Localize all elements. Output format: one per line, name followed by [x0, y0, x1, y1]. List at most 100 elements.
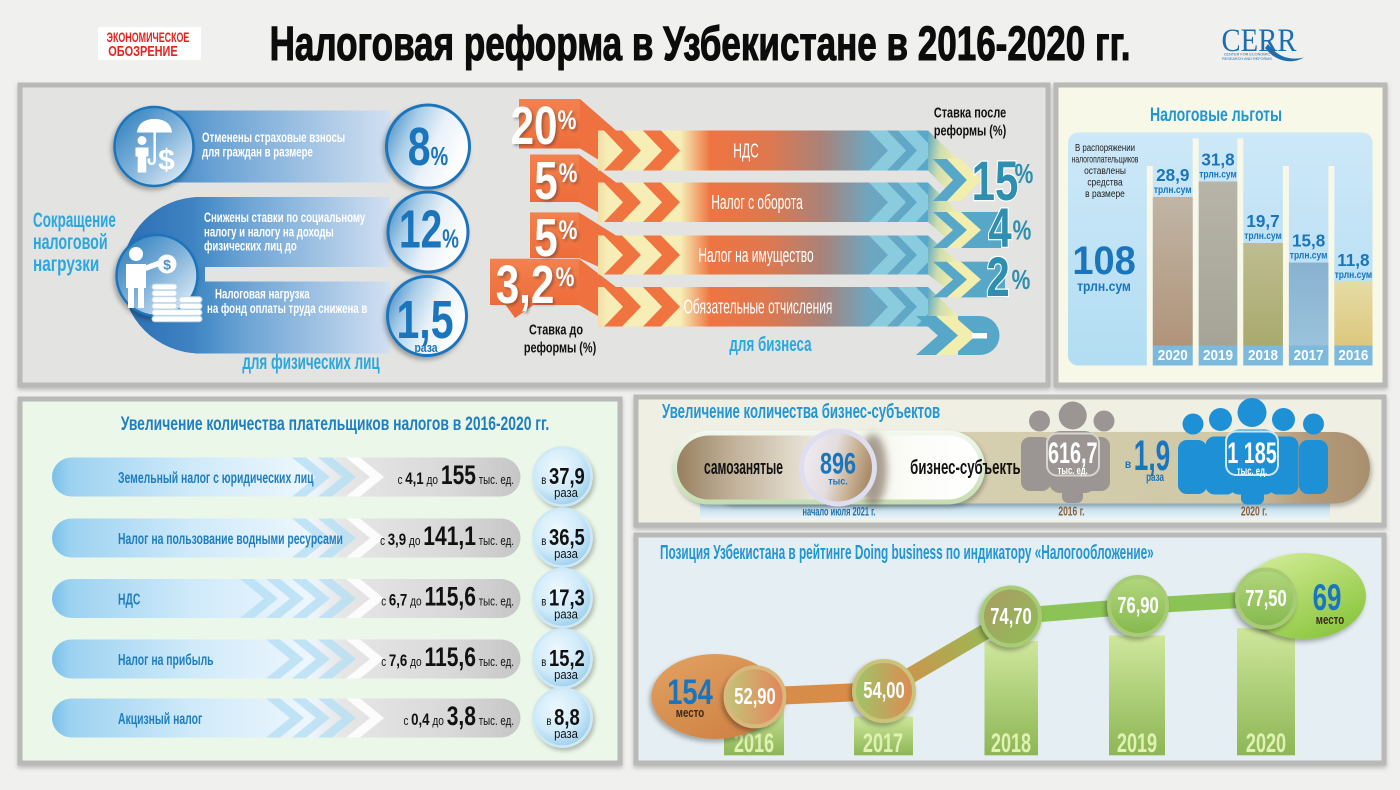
svg-text:ОБОЗРЕНИЕ: ОБОЗРЕНИЕ — [108, 42, 178, 59]
svg-text:с 4,1 до 155 тыс. ед.: с 4,1 до 155 тыс. ед. — [398, 461, 514, 491]
svg-text:2017: 2017 — [1294, 347, 1324, 364]
svg-text:В распоряжении: В распоряжении — [1075, 142, 1135, 153]
svg-text:Налоговая реформа в Узбекистан: Налоговая реформа в Узбекистане в 2016-2… — [270, 17, 1131, 71]
svg-text:в 17,3: в 17,3 — [541, 586, 585, 611]
svg-text:раза: раза — [554, 667, 578, 682]
svg-text:Акцизный налог: Акцизный налог — [118, 710, 203, 728]
svg-text:начало июля 2021 г.: начало июля 2021 г. — [803, 506, 876, 519]
svg-text:Ставка после: Ставка после — [934, 104, 1006, 121]
svg-text:%: % — [559, 159, 578, 189]
svg-text:с 7,6 до 115,6 тыс. ед.: с 7,6 до 115,6 тыс. ед. — [381, 643, 514, 673]
svg-text:2020: 2020 — [1246, 727, 1286, 758]
svg-text:Увеличение количества бизнес-с: Увеличение количества бизнес-субъектов — [662, 400, 940, 422]
svg-text:3,2: 3,2 — [496, 255, 555, 315]
svg-text:для граждан в размере: для граждан в размере — [202, 144, 313, 160]
svg-text:15: 15 — [972, 150, 1019, 212]
svg-text:в размере: в размере — [1085, 188, 1125, 200]
svg-text:налогу и налогу на доходы: налогу и налогу на доходы — [204, 223, 334, 239]
svg-text:трлн.сум: трлн.сум — [1077, 278, 1131, 294]
svg-text:место: место — [1316, 614, 1345, 628]
svg-text:2: 2 — [986, 246, 1009, 308]
svg-text:Сокращение: Сокращение — [33, 208, 116, 232]
svg-text:реформы (%): реформы (%) — [934, 122, 1006, 139]
svg-text:раза: раза — [554, 607, 578, 622]
svg-text:раза: раза — [554, 485, 578, 500]
svg-text:с 6,7 до 115,6 тыс. ед.: с 6,7 до 115,6 тыс. ед. — [381, 582, 514, 612]
svg-text:2018: 2018 — [1248, 347, 1278, 364]
svg-text:Налог на имущество: Налог на имущество — [698, 245, 813, 267]
svg-text:бизнес-субъекты: бизнес-субъекты — [910, 456, 1024, 478]
svg-text:тыс.: тыс. — [828, 476, 848, 488]
svg-text:5: 5 — [534, 151, 557, 211]
svg-text:52,90: 52,90 — [734, 684, 775, 709]
svg-text:54,00: 54,00 — [863, 678, 904, 703]
svg-text:средства: средства — [1087, 177, 1123, 189]
svg-text:%: % — [556, 263, 575, 293]
svg-text:Позиция Узбекистана в рейтинге: Позиция Узбекистана в рейтинге Doing bus… — [660, 542, 1154, 564]
svg-text:154: 154 — [667, 673, 713, 712]
svg-text:в 36,5: в 36,5 — [541, 525, 585, 550]
svg-text:1,9: 1,9 — [1134, 431, 1170, 479]
svg-text:НДС: НДС — [733, 141, 759, 163]
svg-text:Земельный налог с юридических: Земельный налог с юридических лиц — [118, 469, 314, 487]
svg-text:CERR: CERR — [1222, 21, 1297, 58]
svg-text:в: в — [1125, 458, 1131, 471]
svg-text:раза: раза — [1146, 472, 1164, 485]
svg-text:%: % — [1015, 159, 1034, 190]
svg-text:Увеличение количества плательщ: Увеличение количества плательщиков налог… — [121, 413, 550, 435]
svg-text:в 15,2: в 15,2 — [541, 646, 585, 671]
svg-text:тыс. ед.: тыс. ед. — [1058, 465, 1088, 478]
svg-text:77,50: 77,50 — [1245, 586, 1286, 611]
svg-text:2020 г.: 2020 г. — [1241, 505, 1267, 519]
svg-text:налоговой: налоговой — [33, 230, 108, 253]
svg-text:трлн.сум: трлн.сум — [1154, 184, 1192, 195]
svg-text:трлн.сум: трлн.сум — [1199, 169, 1237, 180]
svg-text:CENTER FOR ECONOMIC: CENTER FOR ECONOMIC — [1224, 53, 1271, 57]
svg-text:Отменены страховые взносы: Отменены страховые взносы — [202, 129, 345, 145]
svg-text:76,90: 76,90 — [1117, 593, 1158, 618]
svg-text:раза: раза — [554, 546, 578, 561]
svg-text:%: % — [558, 106, 577, 136]
svg-text:RESEARCH AND REFORMS: RESEARCH AND REFORMS — [1222, 57, 1272, 61]
svg-text:ЭКОНОМИЧЕСКОЕ: ЭКОНОМИЧЕСКОЕ — [107, 31, 190, 45]
svg-text:Обязательные отчисления: Обязательные отчисления — [684, 297, 833, 319]
svg-text:616,7: 616,7 — [1048, 437, 1098, 470]
svg-text:2016: 2016 — [1338, 347, 1368, 364]
svg-text:108: 108 — [1072, 239, 1135, 283]
svg-text:нагрузки: нагрузки — [33, 252, 99, 276]
svg-text:для физических лиц: для физических лиц — [242, 350, 379, 374]
svg-text:1,5: 1,5 — [396, 291, 453, 351]
svg-text:Налоговые льготы: Налоговые льготы — [1150, 104, 1282, 126]
svg-text:2019: 2019 — [1203, 347, 1233, 364]
svg-text:15,8: 15,8 — [1292, 230, 1325, 251]
svg-text:физических лиц до: физических лиц до — [204, 238, 297, 254]
svg-text:896: 896 — [820, 446, 856, 480]
svg-text:31,8: 31,8 — [1201, 149, 1234, 170]
svg-text:28,9: 28,9 — [1156, 165, 1189, 186]
svg-text:%: % — [1012, 265, 1031, 296]
svg-text:самозанятые: самозанятые — [704, 457, 783, 479]
svg-text:раза: раза — [414, 341, 437, 355]
svg-text:20: 20 — [511, 96, 558, 156]
svg-text:трлн.сум: трлн.сум — [1244, 230, 1282, 241]
svg-text:с 0,4 до 3,8 тыс. ед.: с 0,4 до 3,8 тыс. ед. — [404, 702, 514, 732]
svg-text:на фонд оплаты труда снижена в: на фонд оплаты труда снижена в — [207, 300, 367, 316]
svg-text:2020: 2020 — [1158, 347, 1188, 364]
svg-text:оставлены: оставлены — [1084, 165, 1126, 177]
svg-text:11,8: 11,8 — [1337, 250, 1370, 271]
svg-text:в 37,9: в 37,9 — [541, 464, 585, 489]
svg-text:трлн.сум: трлн.сум — [1290, 250, 1328, 261]
svg-text:19,7: 19,7 — [1246, 211, 1279, 232]
svg-text:для бизнеса: для бизнеса — [729, 333, 812, 355]
svg-text:$: $ — [163, 257, 171, 273]
svg-text:%: % — [1013, 216, 1032, 247]
svg-text:1 185: 1 185 — [1227, 437, 1277, 470]
svg-text:2019: 2019 — [1117, 727, 1157, 758]
svg-text:налогоплательщиков: налогоплательщиков — [1072, 153, 1139, 165]
svg-text:74,70: 74,70 — [990, 604, 1031, 629]
svg-text:в 8,8: в 8,8 — [546, 705, 579, 730]
svg-text:реформы (%): реформы (%) — [524, 339, 596, 356]
svg-text:Налоговая нагрузка: Налоговая нагрузка — [215, 286, 310, 302]
svg-text:2018: 2018 — [991, 727, 1031, 758]
svg-text:69: 69 — [1313, 576, 1342, 618]
